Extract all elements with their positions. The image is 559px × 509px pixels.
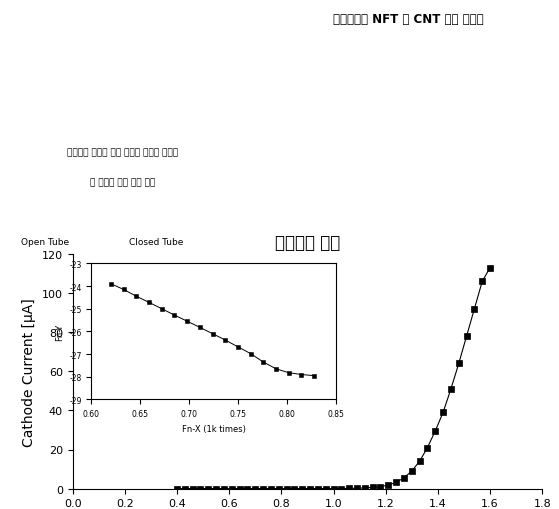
Text: Open Tube: Open Tube xyxy=(21,238,69,247)
Text: 및 캐소드 집속 구조 적용: 및 캐소드 집속 구조 적용 xyxy=(91,178,155,187)
Y-axis label: Cathode Current [μA]: Cathode Current [μA] xyxy=(22,297,36,446)
Text: Closed Tube: Closed Tube xyxy=(129,238,184,247)
Title: 전계방출 특성: 전계방출 특성 xyxy=(275,234,340,251)
Text: 진공밀봉된 NFT 용 CNT 기반 전자총: 진공밀봉된 NFT 용 CNT 기반 전자총 xyxy=(333,13,484,25)
Text: 그래핀을 이용한 전자 투과성 원자층 게이트: 그래핀을 이용한 전자 투과성 원자층 게이트 xyxy=(68,148,178,157)
